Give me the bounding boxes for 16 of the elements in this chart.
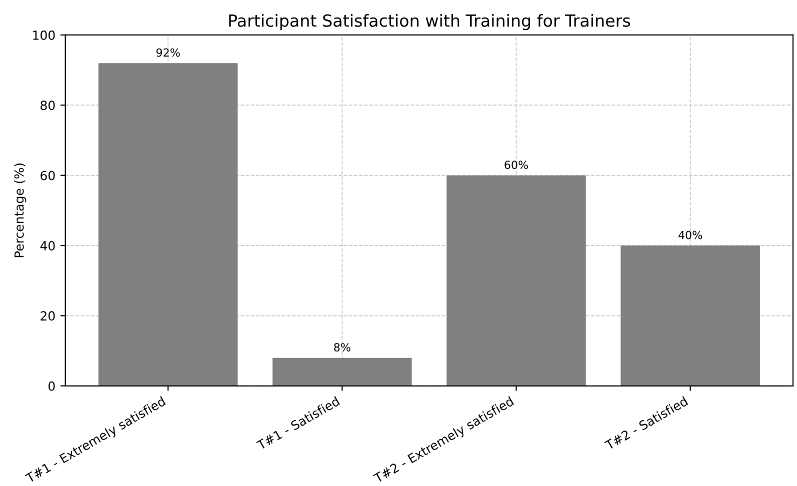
- bar: [620, 246, 760, 386]
- bar: [446, 175, 586, 386]
- data-label: 8%: [334, 343, 350, 352]
- y-tick-label: 80: [40, 100, 55, 110]
- y-axis-title: Percentage (%): [14, 164, 26, 258]
- y-tick-label: 40: [40, 241, 55, 250]
- y-tick-label: 20: [40, 311, 55, 321]
- y-tick-label: 100: [33, 30, 55, 40]
- y-tick-label: 0: [48, 381, 55, 391]
- bar: [98, 63, 238, 386]
- bar: [272, 358, 412, 386]
- y-tick-label: 60: [40, 170, 55, 180]
- data-label: 60%: [504, 160, 528, 170]
- data-label: 40%: [678, 230, 702, 240]
- data-label: 92%: [156, 48, 180, 57]
- chart-title: Participant Satisfaction with Training for Trainers: [229, 14, 630, 30]
